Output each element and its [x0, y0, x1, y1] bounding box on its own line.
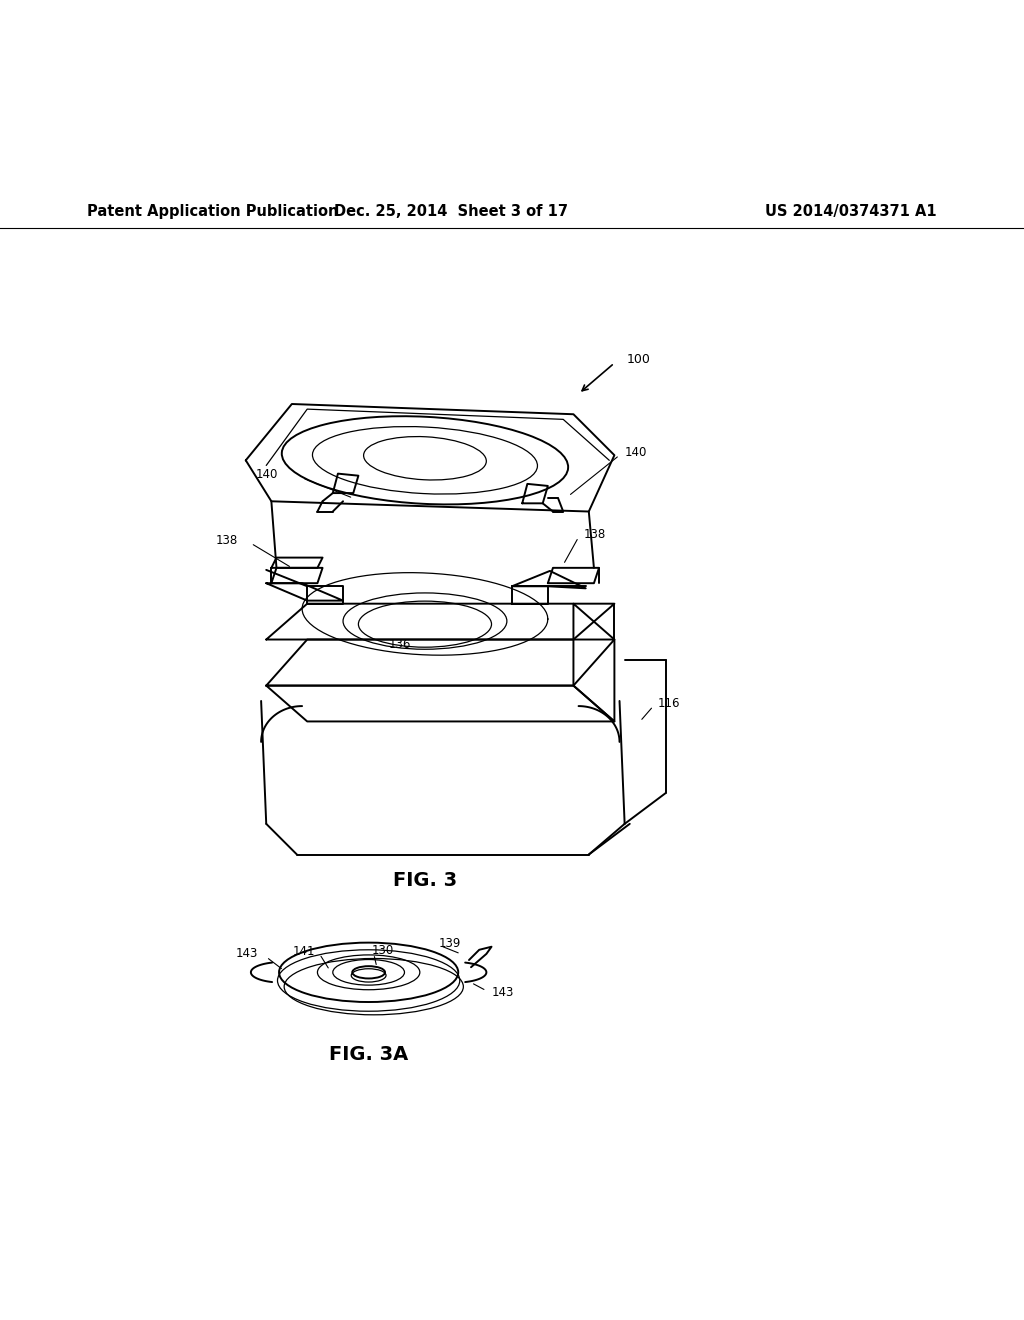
Text: US 2014/0374371 A1: US 2014/0374371 A1	[765, 205, 937, 219]
Text: FIG. 3A: FIG. 3A	[329, 1044, 409, 1064]
Text: 100: 100	[627, 354, 650, 367]
Text: 140: 140	[625, 446, 647, 458]
Text: Dec. 25, 2014  Sheet 3 of 17: Dec. 25, 2014 Sheet 3 of 17	[334, 205, 567, 219]
Text: 116: 116	[657, 697, 680, 710]
Text: 143: 143	[236, 948, 258, 961]
Text: 138: 138	[584, 528, 606, 541]
Text: 139: 139	[438, 937, 461, 950]
Text: 141: 141	[293, 945, 315, 958]
Text: 130: 130	[372, 944, 394, 957]
Text: Patent Application Publication: Patent Application Publication	[87, 205, 339, 219]
Text: 138: 138	[215, 533, 238, 546]
Text: 143: 143	[492, 986, 514, 999]
Text: 136: 136	[388, 638, 411, 651]
Text: FIG. 3: FIG. 3	[393, 871, 457, 890]
Text: 140: 140	[256, 469, 279, 482]
